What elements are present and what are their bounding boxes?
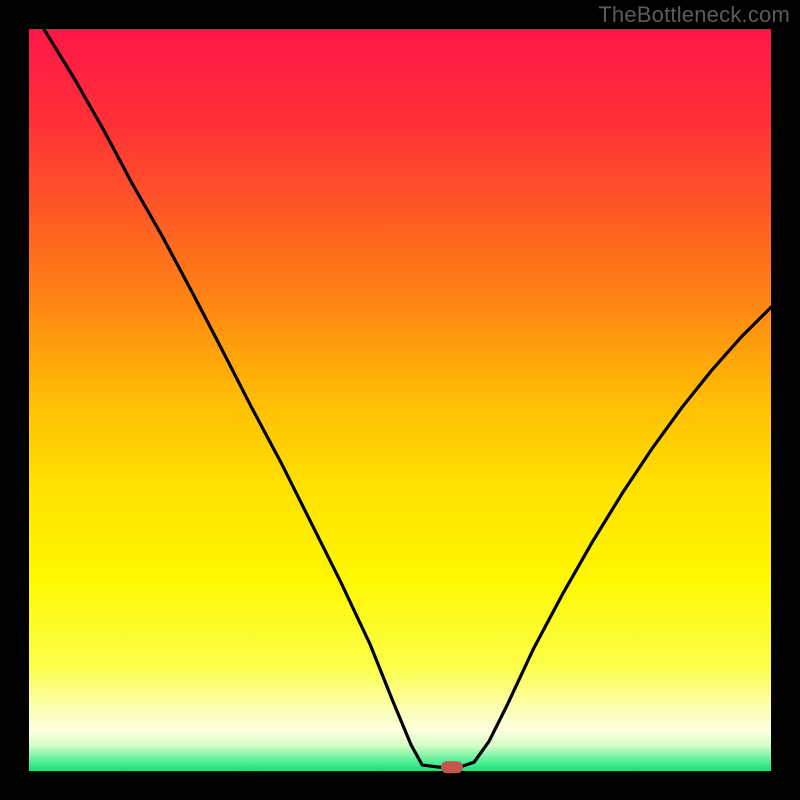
watermark-text: TheBottleneck.com	[598, 2, 790, 28]
min-marker	[441, 761, 463, 773]
plot-background	[29, 29, 771, 771]
chart-container: TheBottleneck.com	[0, 0, 800, 800]
bottleneck-chart	[0, 0, 800, 800]
